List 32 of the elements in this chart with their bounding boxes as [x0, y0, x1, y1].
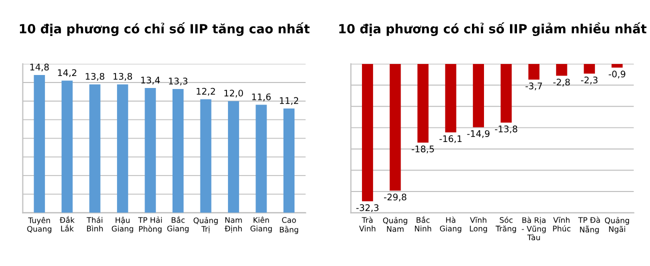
- data-label: 13,8: [114, 72, 132, 81]
- bar: [89, 84, 100, 213]
- bar: [144, 88, 156, 213]
- bar: [172, 88, 184, 213]
- data-label: -13,8: [494, 126, 518, 134]
- chart-title: 10 địa phương có chỉ số IIP tăng cao nhất: [20, 22, 310, 36]
- data-label: 11,2: [280, 97, 298, 105]
- bar: [62, 80, 73, 213]
- data-label: -0,9: [608, 70, 626, 78]
- data-label: 13,8: [86, 72, 104, 81]
- data-label: 12,2: [196, 88, 215, 96]
- data-label: 12,0: [224, 90, 243, 98]
- bar: [200, 99, 212, 213]
- data-label: 13,3: [168, 78, 188, 86]
- bar: [34, 75, 45, 213]
- data-label: -29,8: [384, 194, 406, 202]
- data-label: 13,4: [141, 76, 160, 84]
- chart-title: 10 địa phương có chỉ số IIP giảm nhiều nhất: [339, 22, 646, 36]
- data-label: -2,8: [553, 78, 570, 86]
- data-label: -3,7: [526, 82, 542, 90]
- bar: [256, 104, 267, 213]
- data-label: 14,2: [58, 69, 76, 77]
- data-label: -32,3: [356, 204, 378, 212]
- data-label: 14,8: [30, 64, 49, 72]
- data-label: -18,5: [412, 146, 434, 154]
- bar: [117, 84, 128, 213]
- data-label: -14,9: [467, 130, 490, 138]
- data-label: -16,1: [439, 135, 462, 144]
- bar: [283, 108, 295, 213]
- data-label: 11,6: [252, 93, 271, 102]
- bar: [228, 101, 240, 213]
- data-label: -2,3: [581, 76, 598, 84]
